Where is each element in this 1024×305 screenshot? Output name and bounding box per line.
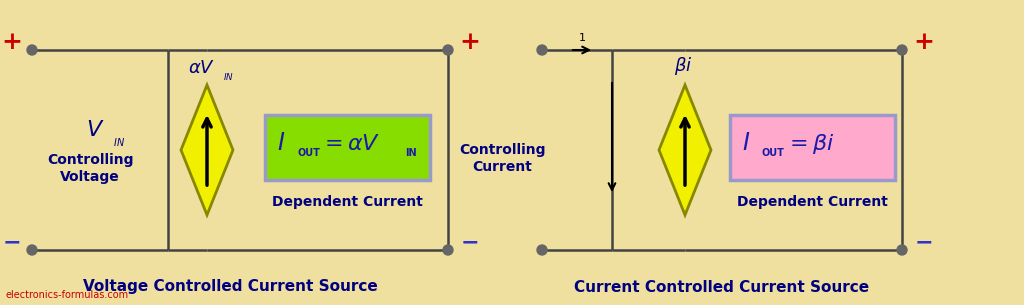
Circle shape — [443, 45, 453, 55]
Circle shape — [537, 45, 547, 55]
Text: Controlling: Controlling — [459, 143, 545, 157]
Text: $V$: $V$ — [86, 120, 104, 140]
Text: $= \alpha V$: $= \alpha V$ — [319, 134, 381, 153]
Text: 1: 1 — [579, 33, 586, 43]
Text: electronics-formulas.com: electronics-formulas.com — [5, 290, 128, 300]
Text: Controlling: Controlling — [47, 153, 133, 167]
Text: Voltage Controlled Current Source: Voltage Controlled Current Source — [83, 279, 378, 295]
Circle shape — [27, 45, 37, 55]
Circle shape — [27, 245, 37, 255]
Bar — [265, 115, 430, 180]
Text: OUT: OUT — [297, 148, 319, 157]
Text: Dependent Current: Dependent Current — [272, 195, 423, 209]
Circle shape — [897, 45, 907, 55]
Text: $I$: $I$ — [278, 131, 286, 156]
Text: $I$: $I$ — [742, 131, 751, 156]
Text: −: − — [3, 232, 22, 252]
Text: $_{IN}$: $_{IN}$ — [223, 70, 234, 83]
Text: OUT: OUT — [762, 148, 784, 157]
Circle shape — [537, 245, 547, 255]
Circle shape — [897, 245, 907, 255]
Text: $_{IN}$: $_{IN}$ — [113, 135, 125, 149]
Text: $= \beta i$: $= \beta i$ — [785, 131, 835, 156]
Text: +: + — [1, 30, 23, 54]
Text: +: + — [913, 30, 935, 54]
Polygon shape — [659, 85, 711, 215]
Text: $\beta i$: $\beta i$ — [674, 55, 692, 77]
Polygon shape — [181, 85, 233, 215]
Circle shape — [443, 245, 453, 255]
Text: +: + — [460, 30, 480, 54]
Text: Dependent Current: Dependent Current — [737, 195, 888, 209]
Text: −: − — [914, 232, 933, 252]
Text: Voltage: Voltage — [60, 170, 120, 184]
Text: Current: Current — [472, 160, 531, 174]
Bar — [730, 115, 895, 180]
Text: Current Controlled Current Source: Current Controlled Current Source — [574, 279, 869, 295]
Text: −: − — [461, 232, 479, 252]
Text: IN: IN — [406, 148, 417, 157]
Text: $\alpha V$: $\alpha V$ — [188, 59, 216, 77]
